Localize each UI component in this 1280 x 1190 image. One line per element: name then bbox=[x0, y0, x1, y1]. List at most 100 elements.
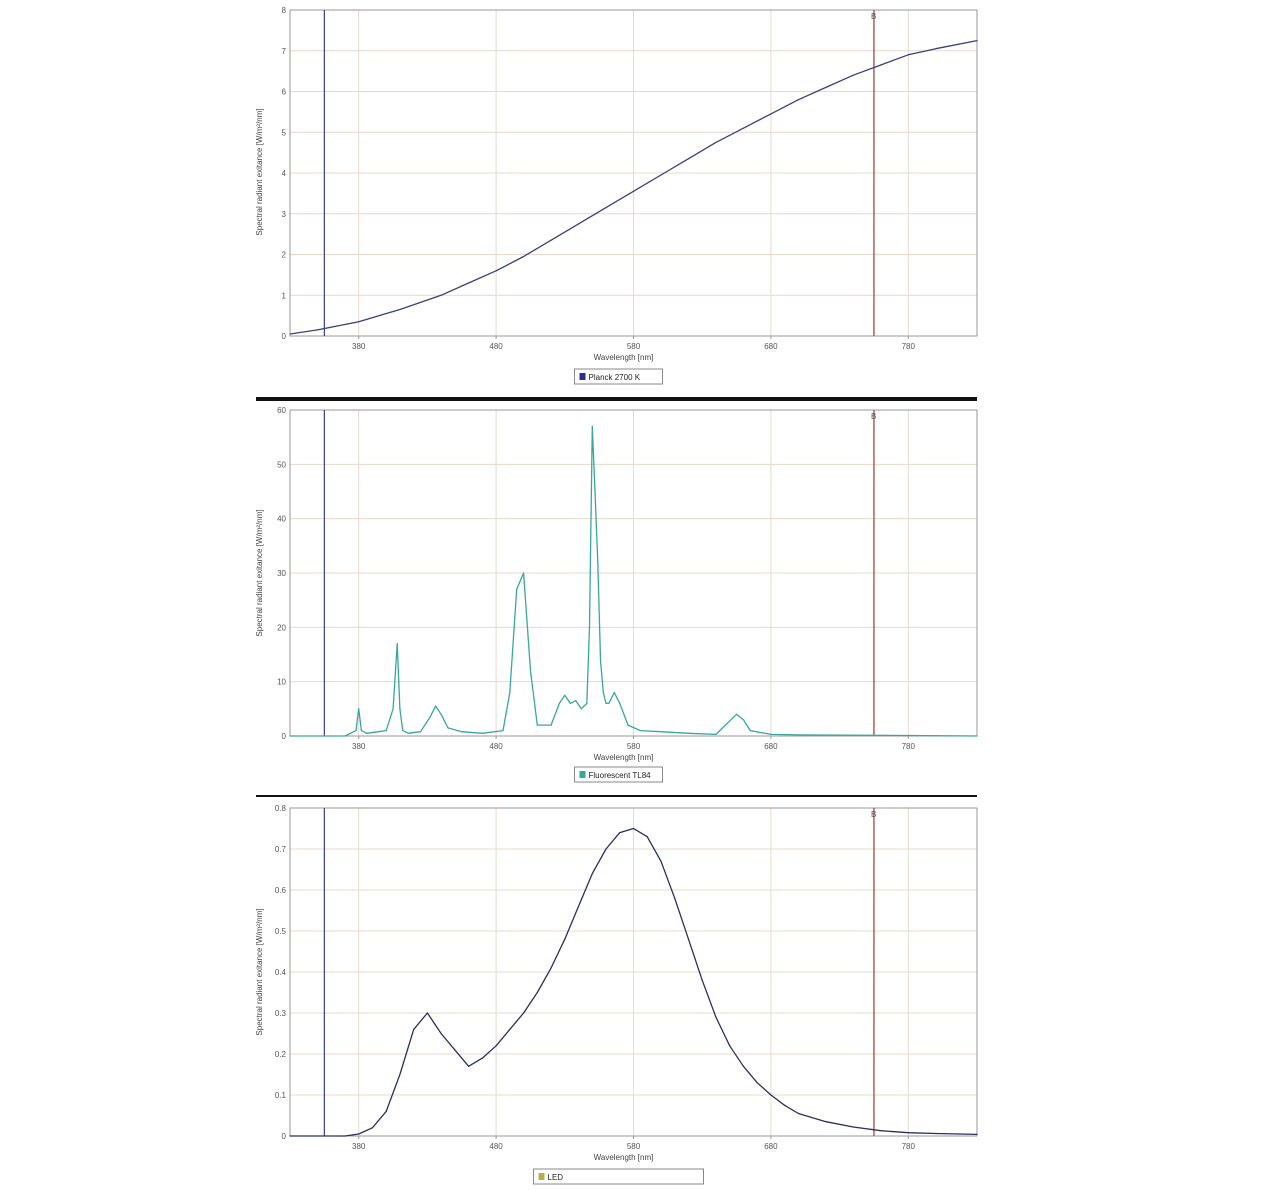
series-line bbox=[290, 425, 978, 737]
data-point bbox=[605, 207, 607, 209]
y-tick-label: 0.2 bbox=[275, 1050, 287, 1059]
data-point bbox=[784, 1104, 786, 1106]
data-point bbox=[742, 719, 745, 721]
data-point bbox=[632, 190, 635, 192]
data-point bbox=[495, 1045, 497, 1047]
x-tick-label: 680 bbox=[764, 342, 778, 351]
y-tick-label: 0.5 bbox=[275, 927, 287, 936]
data-point bbox=[797, 1112, 799, 1115]
data-point bbox=[591, 425, 593, 427]
data-point bbox=[742, 127, 745, 129]
data-point bbox=[522, 572, 525, 574]
legend-swatch bbox=[538, 1173, 545, 1180]
y-axis-label: Spectral radiant exitance [W/m²/nm] bbox=[255, 908, 264, 1035]
x-tick-label: 780 bbox=[902, 742, 916, 751]
data-point bbox=[536, 724, 538, 726]
y-tick-label: 0.3 bbox=[275, 1009, 287, 1018]
data-point bbox=[639, 729, 641, 732]
y-axis-label: Spectral radiant exitance [W/m²/nm] bbox=[255, 509, 264, 636]
data-point bbox=[509, 1028, 511, 1030]
data-point bbox=[385, 1110, 387, 1112]
data-point bbox=[907, 734, 909, 737]
data-point bbox=[522, 255, 525, 258]
data-point bbox=[509, 691, 511, 694]
data-point bbox=[797, 734, 799, 736]
data-point bbox=[495, 270, 497, 272]
data-point bbox=[344, 735, 346, 737]
data-point bbox=[605, 848, 607, 850]
legend-box bbox=[533, 1168, 704, 1185]
data-point bbox=[619, 832, 621, 834]
data-point bbox=[756, 1082, 758, 1084]
data-point bbox=[687, 732, 690, 734]
data-point bbox=[627, 724, 629, 726]
y-tick-label: 50 bbox=[277, 460, 286, 469]
data-point bbox=[344, 1135, 346, 1137]
data-point bbox=[742, 1065, 745, 1067]
y-tick-label: 6 bbox=[282, 88, 287, 97]
x-tick-label: 380 bbox=[352, 742, 366, 751]
x-tick-label: 480 bbox=[489, 342, 503, 351]
x-tick-label: 480 bbox=[489, 742, 503, 751]
y-tick-label: 1 bbox=[282, 291, 287, 300]
x-tick-label: 580 bbox=[627, 1142, 641, 1151]
y-axis-label: Spectral radiant exitance [W/m²/nm] bbox=[255, 108, 264, 235]
data-point bbox=[907, 1132, 909, 1134]
data-point bbox=[447, 727, 449, 729]
data-point bbox=[770, 113, 772, 115]
data-point bbox=[907, 54, 909, 56]
data-point bbox=[360, 729, 363, 732]
chart-panel-1: 380 480 580 680 780 0 1 2 3 4 5 6 7 8 Wavelength [nm] S… bbox=[255, 6, 978, 385]
legend-swatch bbox=[579, 373, 586, 380]
data-point bbox=[550, 724, 552, 726]
data-point bbox=[660, 731, 662, 733]
y-tick-label: 4 bbox=[282, 169, 287, 178]
data-point bbox=[289, 735, 291, 737]
data-point bbox=[715, 1016, 717, 1018]
data-point bbox=[770, 1094, 772, 1096]
data-point bbox=[674, 897, 676, 899]
data-point bbox=[536, 991, 538, 994]
data-point bbox=[358, 1133, 360, 1135]
data-point bbox=[715, 141, 717, 144]
legend-swatch bbox=[579, 771, 586, 778]
x-tick-label: 380 bbox=[352, 342, 366, 351]
data-point bbox=[569, 702, 571, 705]
chart-panel-2: 380 480 580 680 780 0 10 20 30 40 50 60 Wavelength [… bbox=[255, 406, 978, 783]
data-point bbox=[564, 938, 566, 940]
y-tick-label: 30 bbox=[277, 569, 286, 578]
marker-label: B bbox=[871, 810, 876, 819]
data-point bbox=[399, 308, 401, 311]
data-point bbox=[399, 708, 401, 710]
data-point bbox=[316, 329, 319, 331]
data-point bbox=[613, 691, 615, 694]
data-point bbox=[729, 1045, 731, 1047]
data-point bbox=[976, 39, 978, 42]
data-point bbox=[371, 1127, 374, 1129]
data-point bbox=[770, 733, 772, 735]
data-point bbox=[880, 64, 882, 66]
data-point bbox=[591, 873, 593, 875]
y-tick-label: 3 bbox=[282, 210, 287, 219]
data-point bbox=[419, 731, 422, 733]
y-tick-label: 10 bbox=[277, 678, 286, 687]
x-tick-label: 780 bbox=[902, 342, 916, 351]
legend: LED bbox=[533, 1168, 704, 1185]
data-point bbox=[976, 735, 978, 737]
data-point bbox=[935, 1132, 937, 1135]
data-point bbox=[608, 702, 610, 705]
data-point bbox=[289, 333, 291, 335]
y-tick-label: 7 bbox=[282, 47, 287, 56]
data-point bbox=[366, 732, 368, 734]
y-tick-label: 0 bbox=[282, 732, 287, 741]
data-point bbox=[597, 561, 599, 563]
y-tick-label: 2 bbox=[282, 251, 287, 260]
x-tick-label: 580 bbox=[627, 342, 641, 351]
data-point bbox=[749, 729, 751, 732]
y-tick-label: 8 bbox=[282, 6, 287, 15]
data-point bbox=[392, 708, 394, 710]
data-point bbox=[429, 716, 431, 718]
data-point bbox=[468, 1065, 470, 1067]
data-point bbox=[468, 282, 470, 284]
data-point bbox=[516, 588, 518, 590]
